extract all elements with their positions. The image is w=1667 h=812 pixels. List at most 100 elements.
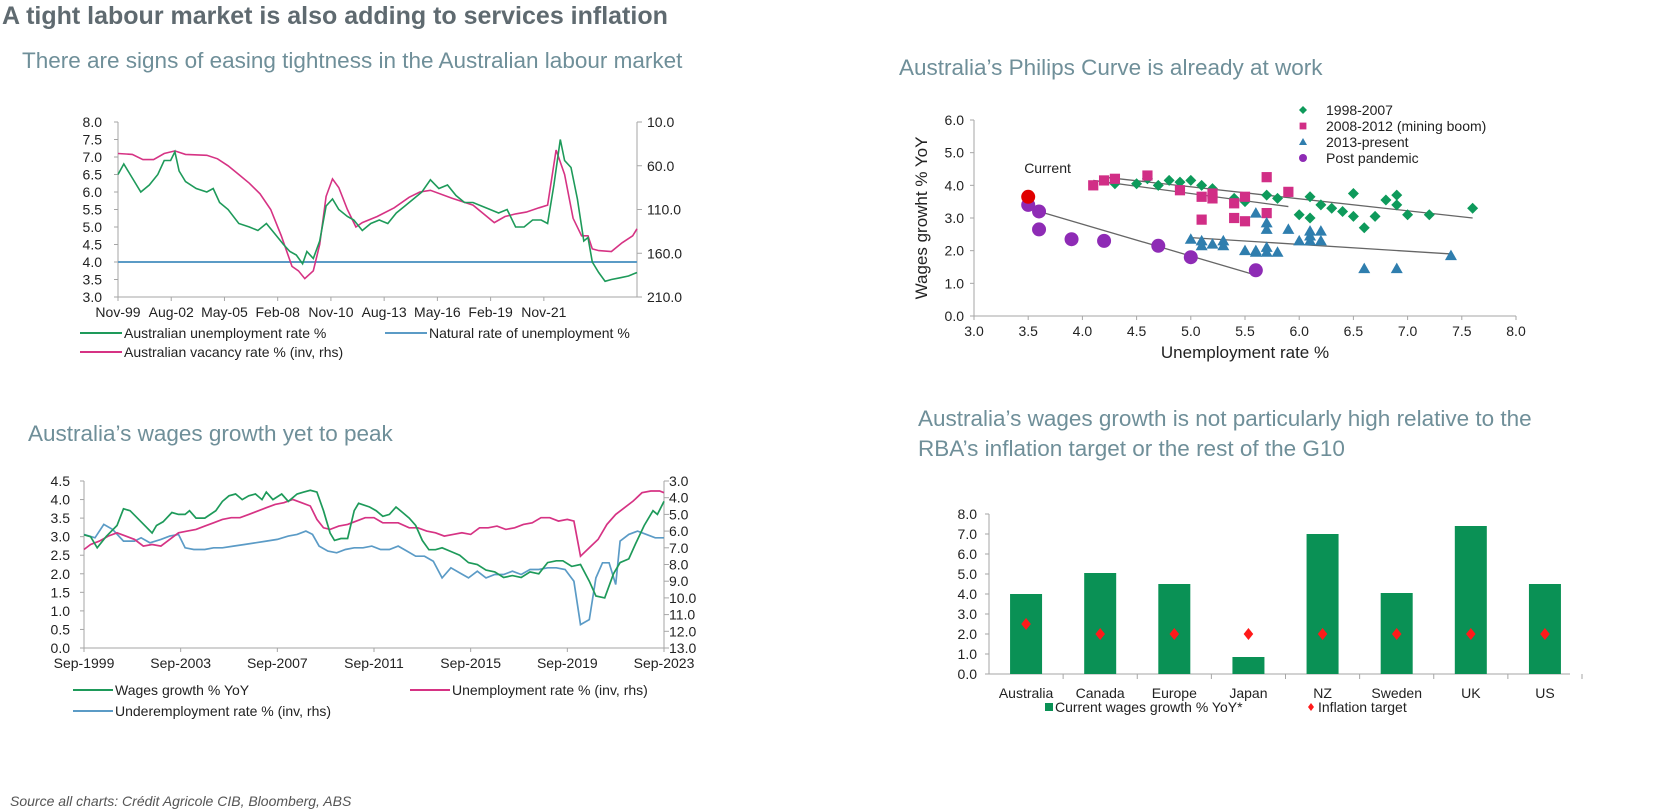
x-category-label: Canada — [1076, 685, 1125, 701]
x-category-label: UK — [1461, 685, 1481, 701]
x-tick-label: Feb-08 — [256, 304, 301, 320]
y-tick-label: 5.0 — [945, 145, 965, 161]
scatter-point-1998-2007 — [1185, 174, 1197, 186]
y-right-tick-label: 9.0 — [669, 573, 689, 589]
scatter-point-2008-2012-mining-boom- — [1109, 173, 1121, 184]
scatter-point-2013-present — [1239, 244, 1251, 256]
scatter-point-2008-2012-mining-boom- — [1174, 185, 1186, 196]
bar-japan — [1232, 657, 1265, 674]
x-tick-label: 3.0 — [964, 323, 984, 339]
scatter-point-2013-present — [1260, 216, 1273, 228]
y-right-tick-label: 160.0 — [647, 245, 682, 261]
x-axis-label: Unemployment rate % — [1161, 343, 1329, 362]
series-line-unemployment-rate-inv-rhs- — [83, 490, 665, 558]
x-tick-label: Nov-10 — [308, 304, 353, 320]
scatter-point-post-pandemic — [1248, 263, 1263, 278]
scatter-point-2008-2012-mining-boom- — [1207, 193, 1218, 204]
scatter-point-1998-2007 — [1369, 210, 1381, 222]
y-tick-label: 4.0 — [958, 586, 978, 602]
x-tick-label: Sep-2023 — [634, 655, 695, 671]
trendline — [1093, 179, 1289, 208]
x-tick-label: 5.0 — [1181, 323, 1201, 339]
y-right-tick-label: 13.0 — [669, 640, 696, 656]
y-right-tick-label: 110.0 — [647, 202, 681, 218]
scatter-point-2013-present — [1249, 246, 1262, 257]
labour-market-chart: 8.0 7.57.0 6.56.0 5.55.0 4.54.0 3.53.0 10.0 60.… — [80, 114, 682, 360]
g10-wages-bar-chart: 8.0 7.0 6.0 5.0 4.0 3.0 2.0 1.0 0.0 Australia Cana… — [958, 506, 1583, 715]
scatter-point-2008-2012-mining-boom- — [1088, 180, 1099, 191]
inflation-target-marker-europe — [1169, 628, 1180, 640]
x-tick-label: 8.0 — [1506, 323, 1526, 339]
scatter-point-2013-present — [1282, 223, 1295, 234]
y-right-tick-label: 210.0 — [647, 289, 682, 305]
x-category-label: Sweden — [1371, 685, 1422, 701]
scatter-point-post-pandemic — [1097, 233, 1112, 248]
scatter-point-1998-2007 — [1174, 176, 1186, 188]
x-tick-label: Nov-99 — [95, 304, 140, 320]
y-tick-label: 6.0 — [958, 546, 978, 562]
inflation-target-marker-uk — [1466, 628, 1476, 640]
scatter-point-2008-2012-mining-boom- — [1098, 175, 1110, 186]
scatter-point-1998-2007 — [1196, 179, 1208, 191]
scatter-point-post-pandemic — [1151, 238, 1166, 253]
scatter-point-1998-2007 — [1467, 202, 1479, 214]
x-tick-label: Sep-2007 — [247, 655, 308, 671]
y-left-tick-label: 8.0 — [83, 114, 103, 130]
inflation-target-marker-canada — [1095, 628, 1105, 640]
scatter-point-2008-2012-mining-boom- — [1261, 208, 1272, 219]
scatter-point-1998-2007 — [1293, 209, 1305, 221]
scatter-point-2008-2012-mining-boom- — [1261, 172, 1272, 183]
scatter-point-1998-2007 — [1152, 179, 1164, 191]
x-category-label: Japan — [1229, 685, 1267, 701]
inflation-target-marker-nz — [1317, 628, 1328, 640]
y-right-tick-label: 12.0 — [669, 623, 696, 639]
series-line-underemployment-rate-inv-rhs- — [83, 523, 664, 626]
series-line-australian-unemployment-rate- — [117, 139, 638, 283]
legend-label: 2008-2012 (mining boom) — [1326, 118, 1486, 134]
scatter-point-2008-2012-mining-boom- — [1196, 191, 1207, 202]
legend-label: Current wages growth % YoY* — [1055, 699, 1243, 715]
x-tick-label: 7.0 — [1398, 323, 1418, 339]
y-right-tick-label: 5.0 — [669, 506, 689, 522]
x-tick-label: Aug-13 — [362, 304, 407, 320]
y-left-tick-label: 4.0 — [83, 254, 103, 270]
y-tick-label: 2.0 — [945, 243, 965, 259]
scatter-point-2013-present — [1184, 233, 1197, 244]
wages-growth-chart: 4.54.03.53.02.52.01.51.00.50.03.04.05.06… — [51, 473, 697, 719]
y-left-tick-label: 5.5 — [83, 202, 103, 218]
scatter-point-2008-2012-mining-boom- — [1196, 214, 1207, 225]
y-tick-label: 4.0 — [945, 177, 965, 193]
scatter-point-1998-2007 — [1337, 205, 1349, 217]
y-axis-label: Wages growht % YoY — [912, 137, 931, 300]
y-left-tick-label: 3.5 — [51, 510, 71, 526]
y-tick-label: 5.0 — [958, 566, 978, 582]
inflation-target-marker-sweden — [1391, 628, 1402, 640]
scatter-point-2013-present — [1271, 246, 1284, 257]
y-left-tick-label: 2.0 — [51, 566, 71, 582]
x-category-label: US — [1535, 685, 1554, 701]
y-left-tick-label: 3.0 — [51, 529, 71, 545]
y-left-tick-label: 0.0 — [51, 640, 71, 656]
y-tick-label: 3.0 — [958, 606, 978, 622]
scatter-point-1998-2007 — [1380, 194, 1392, 206]
scatter-point-2013-present — [1206, 238, 1219, 249]
y-left-tick-label: 5.0 — [83, 219, 103, 235]
scatter-point-2013-present — [1195, 239, 1208, 251]
y-left-tick-label: 3.5 — [83, 272, 103, 288]
scatter-point-2013-present — [1293, 234, 1306, 246]
y-tick-label: 3.0 — [945, 210, 965, 226]
scatter-point-2008-2012-mining-boom- — [1239, 191, 1251, 202]
y-left-tick-label: 6.0 — [83, 184, 103, 200]
y-tick-label: 2.0 — [958, 626, 978, 642]
legend-label: Australian unemployment rate % — [124, 325, 326, 341]
legend-label: Unemployment rate % (inv, rhs) — [452, 682, 648, 698]
scatter-point-2013-present — [1314, 234, 1327, 246]
scatter-point-1998-2007 — [1423, 209, 1435, 221]
scatter-point-1998-2007 — [1304, 191, 1316, 203]
y-left-tick-label: 0.5 — [51, 621, 71, 637]
y-tick-label: 0.0 — [945, 308, 965, 324]
trendline — [1104, 176, 1473, 219]
scatter-point-1998-2007 — [1315, 199, 1327, 211]
y-right-tick-label: 60.0 — [647, 158, 674, 174]
y-tick-label: 6.0 — [945, 112, 965, 128]
